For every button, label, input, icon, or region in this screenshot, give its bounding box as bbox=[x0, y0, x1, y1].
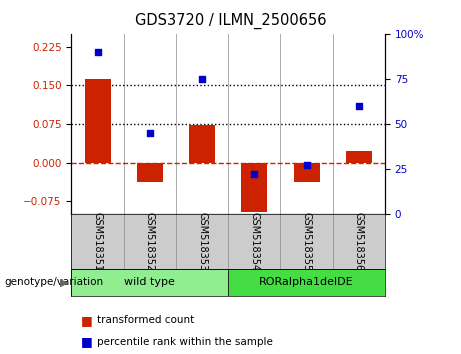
Bar bbox=[228, 269, 385, 296]
Text: GSM518351: GSM518351 bbox=[93, 212, 103, 271]
Text: wild type: wild type bbox=[124, 277, 175, 287]
Point bbox=[94, 49, 101, 55]
Point bbox=[146, 130, 154, 136]
Text: RORalpha1delDE: RORalpha1delDE bbox=[259, 277, 354, 287]
Bar bbox=[241, 162, 267, 212]
Bar bbox=[137, 162, 163, 182]
Text: transformed count: transformed count bbox=[97, 315, 194, 325]
Text: GSM518352: GSM518352 bbox=[145, 212, 155, 271]
Bar bbox=[294, 162, 319, 182]
Text: GDS3720 / ILMN_2500656: GDS3720 / ILMN_2500656 bbox=[135, 12, 326, 29]
Bar bbox=[189, 125, 215, 162]
Point bbox=[251, 172, 258, 177]
Text: genotype/variation: genotype/variation bbox=[5, 277, 104, 287]
Point bbox=[198, 76, 206, 81]
Text: GSM518356: GSM518356 bbox=[354, 212, 364, 271]
Text: percentile rank within the sample: percentile rank within the sample bbox=[97, 337, 273, 347]
Text: GSM518355: GSM518355 bbox=[301, 212, 312, 271]
Bar bbox=[346, 151, 372, 162]
Text: ■: ■ bbox=[81, 314, 92, 327]
Text: ■: ■ bbox=[81, 335, 92, 348]
Text: GSM518353: GSM518353 bbox=[197, 212, 207, 271]
Text: ▶: ▶ bbox=[60, 277, 68, 287]
Text: GSM518354: GSM518354 bbox=[249, 212, 260, 271]
Point bbox=[303, 162, 310, 168]
Bar bbox=[71, 269, 228, 296]
Bar bbox=[84, 79, 111, 162]
Point bbox=[355, 103, 362, 109]
